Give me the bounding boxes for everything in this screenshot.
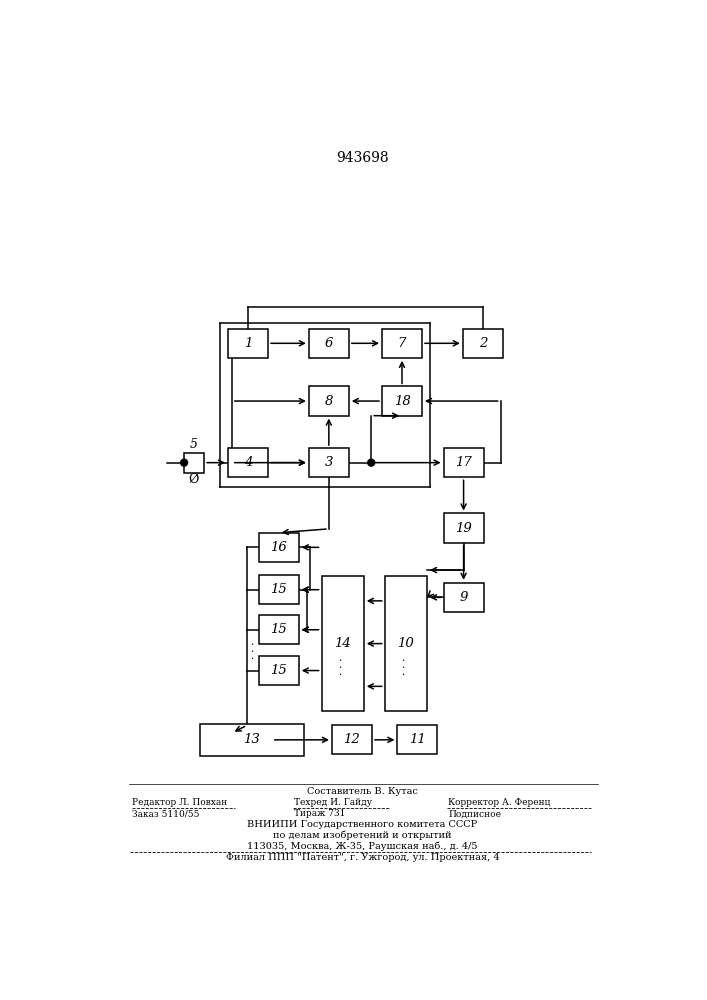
Text: · · ·: · · ·: [338, 658, 348, 675]
Bar: [322, 576, 364, 711]
Bar: [443, 583, 484, 612]
Bar: [184, 453, 204, 473]
Bar: [309, 329, 349, 358]
Text: 14: 14: [334, 637, 351, 650]
Bar: [259, 656, 299, 685]
Bar: [309, 386, 349, 416]
Text: Филиал ППП "Патент", г. Ужгород, ул. Проектная, 4: Филиал ППП "Патент", г. Ужгород, ул. Про…: [226, 853, 499, 862]
Bar: [228, 329, 268, 358]
Text: 7: 7: [398, 337, 407, 350]
Text: по делам изобретений и открытий: по делам изобретений и открытий: [273, 830, 452, 840]
Text: 6: 6: [325, 337, 333, 350]
Text: 15: 15: [270, 583, 287, 596]
Bar: [443, 448, 484, 477]
Bar: [382, 329, 422, 358]
Text: 1: 1: [244, 337, 252, 350]
Text: Ø: Ø: [188, 473, 199, 486]
Bar: [259, 575, 299, 604]
Text: Корректор А. Ференц: Корректор А. Ференц: [448, 798, 551, 807]
Bar: [382, 386, 422, 416]
Text: 13: 13: [243, 733, 260, 746]
Bar: [385, 576, 427, 711]
Text: 18: 18: [394, 395, 410, 408]
Bar: [463, 329, 503, 358]
Text: 9: 9: [460, 591, 468, 604]
Bar: [200, 724, 304, 756]
Circle shape: [180, 459, 187, 466]
Text: Тираж 731: Тираж 731: [294, 809, 346, 818]
Text: Составитель В. Кутас: Составитель В. Кутас: [307, 787, 418, 796]
Text: 15: 15: [270, 664, 287, 677]
Text: 5: 5: [190, 438, 198, 451]
Bar: [259, 533, 299, 562]
Text: 113035, Москва, Ж-35, Раушская наб., д. 4/5: 113035, Москва, Ж-35, Раушская наб., д. …: [247, 841, 478, 851]
Text: 15: 15: [270, 623, 287, 636]
Text: 11: 11: [409, 733, 426, 746]
Text: 3: 3: [325, 456, 333, 469]
Text: · · ·: · · ·: [401, 658, 411, 675]
Bar: [443, 513, 484, 543]
Bar: [332, 725, 372, 754]
Bar: [259, 615, 299, 644]
Text: 12: 12: [344, 733, 361, 746]
Text: Подписное: Подписное: [448, 809, 501, 818]
Text: Техред И. Гайду: Техред И. Гайду: [294, 798, 372, 807]
Circle shape: [368, 459, 375, 466]
Text: 943698: 943698: [336, 151, 389, 165]
Text: ВНИИПИ Государственного комитета СССР: ВНИИПИ Государственного комитета СССР: [247, 820, 477, 829]
Text: 4: 4: [244, 456, 252, 469]
Text: 17: 17: [455, 456, 472, 469]
Text: 16: 16: [270, 541, 287, 554]
Text: · · ·: · · ·: [250, 641, 260, 659]
Text: 10: 10: [397, 637, 414, 650]
Text: 19: 19: [455, 522, 472, 535]
Text: 8: 8: [325, 395, 333, 408]
Bar: [228, 448, 268, 477]
Text: Редактор Л. Повхан: Редактор Л. Повхан: [132, 798, 228, 807]
Text: 2: 2: [479, 337, 487, 350]
Text: Заказ 5110/55: Заказ 5110/55: [132, 809, 200, 818]
Bar: [309, 448, 349, 477]
Bar: [397, 725, 438, 754]
